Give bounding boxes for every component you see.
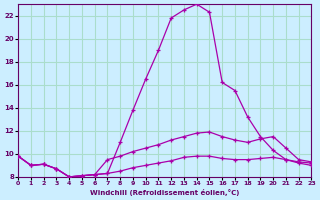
X-axis label: Windchill (Refroidissement éolien,°C): Windchill (Refroidissement éolien,°C) bbox=[90, 189, 240, 196]
